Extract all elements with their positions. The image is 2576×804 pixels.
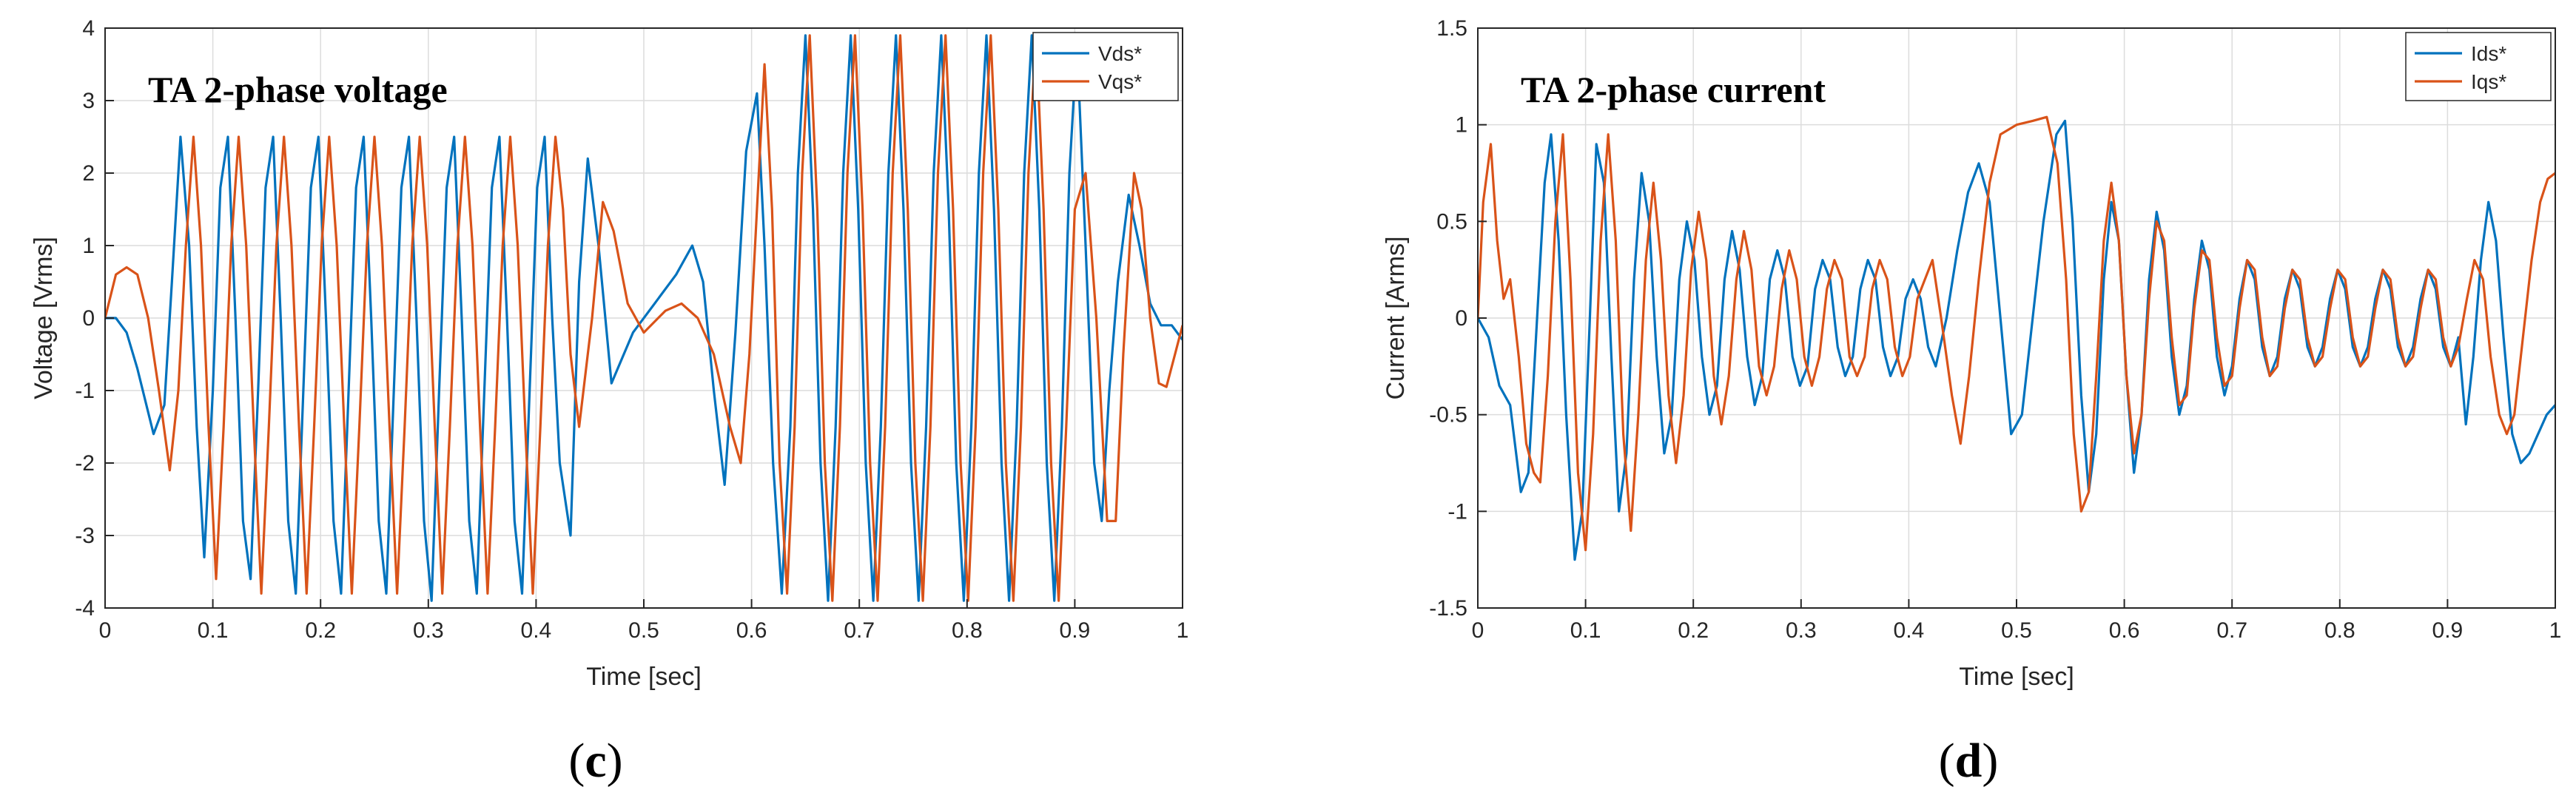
voltage-caption-letter: c <box>585 734 606 788</box>
voltage-caption: (c) <box>568 734 622 788</box>
current-ticks: 0 0.1 0.2 0.3 0.4 0.5 0.6 0.7 0.8 0.9 1 -1.5 -1 -0.5 0… <box>1429 16 2561 643</box>
voltage-chart: 0 0.1 0.2 0.3 0.4 0.5 0.6 0.7 0.8 0.9 1 -4 -3 -2 -1 0 1 2… <box>30 16 1188 788</box>
voltage-xtick-label: 0.9 <box>1060 618 1091 643</box>
voltage-xtick-label: 0.4 <box>521 618 552 643</box>
current-ytick-label: 0 <box>1455 306 1467 331</box>
voltage-ticks: 0 0.1 0.2 0.3 0.4 0.5 0.6 0.7 0.8 0.9 1 -4 -3 -2 -1 0 1 2… <box>75 16 1188 643</box>
voltage-ytick-label: 0 <box>82 306 95 331</box>
current-legend[interactable]: Ids* Iqs* <box>2405 32 2552 101</box>
voltage-ytick-label: 1 <box>82 234 95 258</box>
current-legend-label: Iqs* <box>2471 70 2506 93</box>
current-xlabel: Time [sec] <box>1959 663 2074 691</box>
voltage-legend-label: Vqs* <box>1098 70 1142 93</box>
voltage-series-vds-line <box>105 34 1183 602</box>
voltage-xtick-label: 0.7 <box>844 618 875 643</box>
current-caption-letter: d <box>1955 734 1983 788</box>
current-ytick-label: 0.5 <box>1436 209 1467 234</box>
current-xtick-label: 0.1 <box>1570 618 1601 643</box>
voltage-ytick-label: 3 <box>82 89 95 113</box>
voltage-series-vqs-line <box>105 34 1183 602</box>
voltage-xtick-label: 1 <box>1177 618 1189 643</box>
current-ytick-label: 1.5 <box>1436 16 1467 41</box>
current-ytick-label: -1 <box>1447 499 1467 524</box>
current-xtick-label: 0.5 <box>2001 618 2032 643</box>
current-xtick-label: 0.2 <box>1678 618 1709 643</box>
current-xtick-label: 0.8 <box>2324 618 2355 643</box>
current-series-iqs-line <box>1478 115 2555 552</box>
current-series <box>1478 115 2555 561</box>
current-chart: 0 0.1 0.2 0.3 0.4 0.5 0.6 0.7 0.8 0.9 1 -1.5 -1 -0.5 0… <box>1382 16 2561 788</box>
current-ytick-label: -1.5 <box>1429 596 1467 621</box>
current-ylabel: Current [Arms] <box>1382 236 1410 399</box>
voltage-ytick-label: -4 <box>75 596 95 621</box>
current-caption: (d) <box>1939 734 1999 788</box>
current-legend-box <box>2405 32 2552 101</box>
current-chart-title: TA 2-phase current <box>1521 69 1826 110</box>
voltage-chart-title: TA 2-phase voltage <box>148 69 448 110</box>
voltage-legend-box <box>1032 32 1179 101</box>
current-legend-label: Ids* <box>2471 42 2506 65</box>
voltage-legend[interactable]: Vds* Vqs* <box>1032 32 1179 101</box>
current-xtick-label: 0.4 <box>1894 618 1925 643</box>
voltage-ylabel: Voltage [Vrms] <box>30 237 58 399</box>
voltage-xlabel: Time [sec] <box>586 663 702 691</box>
voltage-series <box>105 34 1183 602</box>
voltage-xtick-label: 0.3 <box>413 618 444 643</box>
voltage-legend-label: Vds* <box>1098 42 1142 65</box>
current-xtick-label: 0.6 <box>2109 618 2140 643</box>
voltage-ytick-label: -2 <box>75 451 95 476</box>
voltage-xtick-label: 0.2 <box>305 618 336 643</box>
voltage-xtick-label: 0.5 <box>628 618 659 643</box>
current-ytick-label: 1 <box>1455 113 1467 138</box>
current-ytick-label: -0.5 <box>1429 403 1467 428</box>
voltage-ytick-label: -3 <box>75 524 95 548</box>
current-xtick-label: 0.7 <box>2216 618 2247 643</box>
current-xtick-label: 0.3 <box>1786 618 1817 643</box>
voltage-xtick-label: 0.1 <box>198 618 229 643</box>
current-xtick-label: 0 <box>1472 618 1484 643</box>
current-xtick-label: 1 <box>2549 618 2562 643</box>
voltage-ytick-label: 2 <box>82 161 95 186</box>
voltage-xtick-label: 0 <box>99 618 112 643</box>
voltage-ytick-label: -1 <box>75 379 95 403</box>
voltage-ytick-label: 4 <box>82 16 95 41</box>
voltage-xtick-label: 0.6 <box>736 618 767 643</box>
current-xtick-label: 0.9 <box>2432 618 2464 643</box>
voltage-xtick-label: 0.8 <box>952 618 983 643</box>
